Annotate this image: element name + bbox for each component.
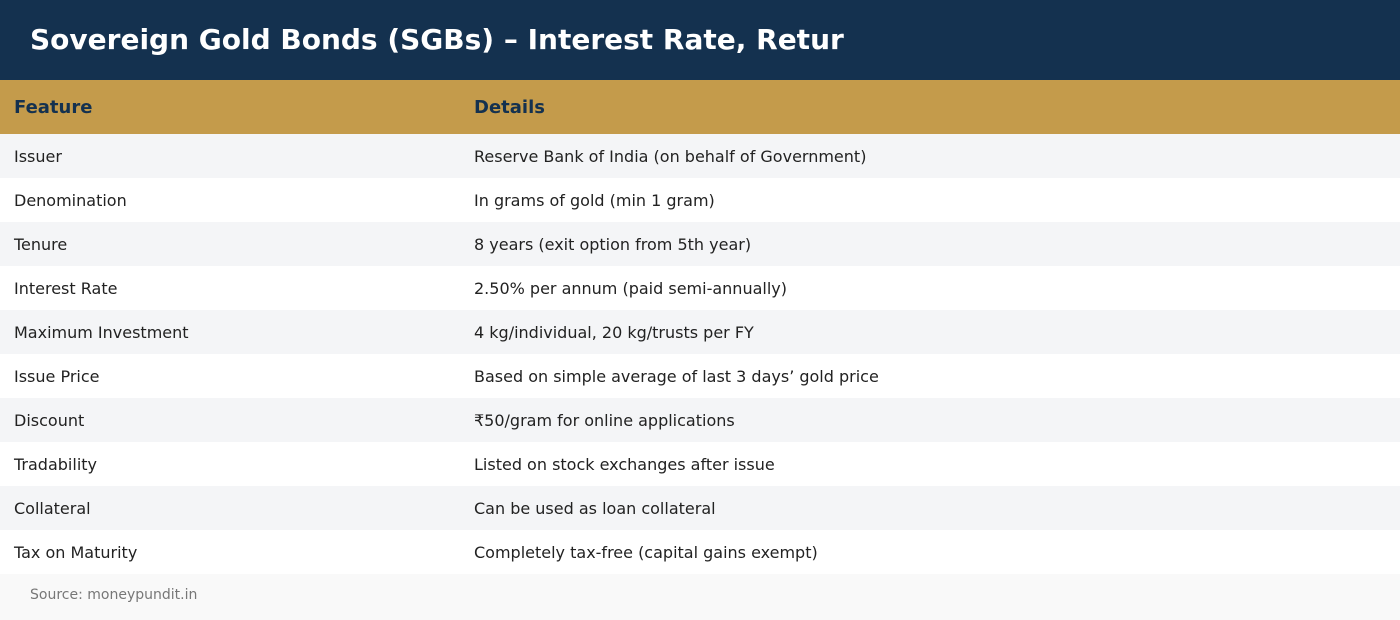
table-row: Tenure 8 years (exit option from 5th yea… bbox=[0, 222, 1400, 266]
column-header-details: Details bbox=[474, 96, 545, 118]
details-cell: 8 years (exit option from 5th year) bbox=[474, 234, 752, 254]
details-cell: 2.50% per annum (paid semi-annually) bbox=[474, 278, 787, 298]
source-credit: Source: moneypundit.in bbox=[30, 587, 198, 603]
feature-cell: Tax on Maturity bbox=[14, 542, 138, 562]
table-row: Issue Price Based on simple average of l… bbox=[0, 354, 1400, 398]
table-row: Tax on Maturity Completely tax-free (cap… bbox=[0, 530, 1400, 574]
feature-cell: Maximum Investment bbox=[14, 322, 189, 342]
details-cell: Listed on stock exchanges after issue bbox=[474, 454, 775, 474]
table-row: Tradability Listed on stock exchanges af… bbox=[0, 442, 1400, 486]
feature-cell: Tenure bbox=[14, 234, 68, 254]
table-row: Maximum Investment 4 kg/individual, 20 k… bbox=[0, 310, 1400, 354]
details-cell: ₹50/gram for online applications bbox=[474, 410, 735, 430]
page-title: Sovereign Gold Bonds (SGBs) – Interest R… bbox=[30, 23, 844, 56]
table-row: Collateral Can be used as loan collatera… bbox=[0, 486, 1400, 530]
details-cell: In grams of gold (min 1 gram) bbox=[474, 190, 715, 210]
feature-cell: Denomination bbox=[14, 190, 127, 210]
feature-cell: Tradability bbox=[14, 454, 97, 474]
details-cell: Based on simple average of last 3 days’ … bbox=[474, 366, 879, 386]
features-table: Feature Details Issuer Reserve Bank of I… bbox=[0, 80, 1400, 574]
table-row: Issuer Reserve Bank of India (on behalf … bbox=[0, 134, 1400, 178]
table-row: Discount ₹50/gram for online application… bbox=[0, 398, 1400, 442]
feature-cell: Discount bbox=[14, 410, 85, 430]
footer: Source: moneypundit.in bbox=[0, 574, 1400, 620]
feature-cell: Issue Price bbox=[14, 366, 100, 386]
details-cell: Completely tax-free (capital gains exemp… bbox=[474, 542, 818, 562]
table-row: Denomination In grams of gold (min 1 gra… bbox=[0, 178, 1400, 222]
title-banner: Sovereign Gold Bonds (SGBs) – Interest R… bbox=[0, 0, 1400, 80]
feature-cell: Interest Rate bbox=[14, 278, 118, 298]
column-header-feature: Feature bbox=[14, 96, 93, 118]
feature-cell: Collateral bbox=[14, 498, 91, 518]
feature-cell: Issuer bbox=[14, 146, 62, 166]
details-cell: Reserve Bank of India (on behalf of Gove… bbox=[474, 146, 867, 166]
details-cell: Can be used as loan collateral bbox=[474, 498, 716, 518]
table-header-row: Feature Details bbox=[0, 80, 1400, 134]
table-row: Interest Rate 2.50% per annum (paid semi… bbox=[0, 266, 1400, 310]
details-cell: 4 kg/individual, 20 kg/trusts per FY bbox=[474, 322, 754, 342]
